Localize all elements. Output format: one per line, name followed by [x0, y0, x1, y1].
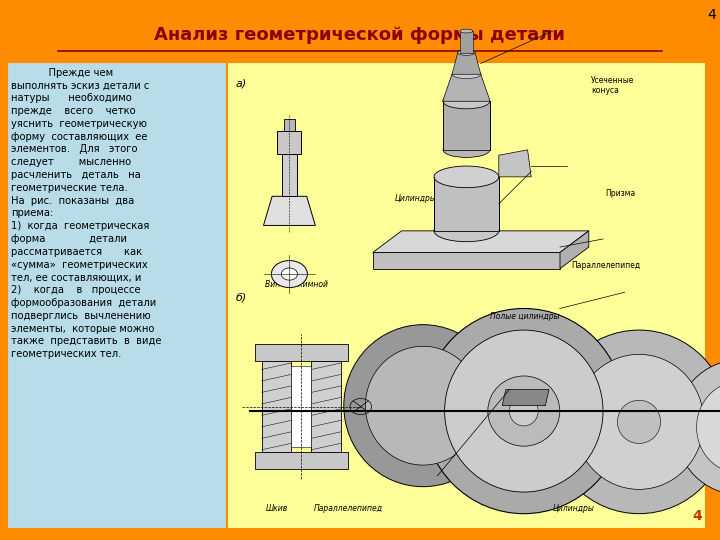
Ellipse shape [434, 220, 499, 242]
Bar [292, 366, 312, 447]
Text: Шкив: Шкив [266, 504, 288, 513]
Text: Полые цилиндры: Полые цилиндры [490, 312, 560, 321]
Text: 4: 4 [692, 509, 702, 523]
Bar [284, 118, 294, 131]
Bar [255, 453, 348, 469]
Circle shape [282, 268, 297, 280]
Text: Параллелепипед: Параллелепипед [313, 504, 382, 513]
Polygon shape [499, 150, 531, 177]
Ellipse shape [697, 381, 720, 473]
Bar [443, 102, 490, 150]
Bar [282, 154, 297, 196]
Text: Параллелепипед: Параллелепипед [572, 261, 641, 271]
Ellipse shape [434, 166, 499, 187]
Ellipse shape [452, 70, 481, 78]
Polygon shape [373, 231, 589, 252]
Polygon shape [503, 389, 549, 406]
Ellipse shape [458, 50, 475, 55]
Polygon shape [443, 74, 490, 102]
Ellipse shape [366, 346, 481, 465]
Polygon shape [264, 196, 315, 226]
Polygon shape [452, 52, 481, 74]
Text: Цилиндры: Цилиндры [552, 504, 595, 513]
Polygon shape [373, 252, 560, 268]
Polygon shape [560, 231, 589, 268]
Ellipse shape [344, 325, 503, 487]
Ellipse shape [423, 308, 625, 514]
Bar [255, 345, 348, 361]
Text: 4: 4 [708, 8, 716, 22]
FancyBboxPatch shape [228, 62, 706, 529]
Ellipse shape [675, 360, 720, 495]
Ellipse shape [443, 94, 490, 109]
Text: Анализ геометрической формы детали: Анализ геометрической формы детали [155, 26, 565, 44]
Ellipse shape [549, 330, 720, 514]
Circle shape [271, 261, 307, 287]
Bar [277, 131, 302, 154]
Text: Призма: Призма [605, 188, 635, 198]
Text: Прежде чем
выполнять эскиз детали с
натуры      необходимо
прежде    всего    че: Прежде чем выполнять эскиз детали с нату… [11, 68, 161, 359]
Text: Усеченные
конуса: Усеченные конуса [591, 76, 634, 95]
Ellipse shape [443, 142, 490, 157]
Bar [312, 361, 341, 453]
Ellipse shape [460, 29, 473, 33]
FancyBboxPatch shape [7, 11, 706, 59]
Ellipse shape [510, 396, 539, 426]
Text: Винт зажимной: Винт зажимной [266, 280, 328, 289]
FancyBboxPatch shape [7, 62, 228, 529]
Text: Цилиндры: Цилиндры [395, 194, 436, 203]
Bar [434, 177, 499, 231]
Ellipse shape [445, 330, 603, 492]
Bar [262, 361, 292, 453]
Ellipse shape [618, 400, 661, 443]
Bar [460, 31, 473, 52]
Ellipse shape [575, 354, 704, 489]
Ellipse shape [488, 376, 560, 446]
Text: б): б) [236, 293, 247, 303]
Text: а): а) [236, 78, 247, 89]
